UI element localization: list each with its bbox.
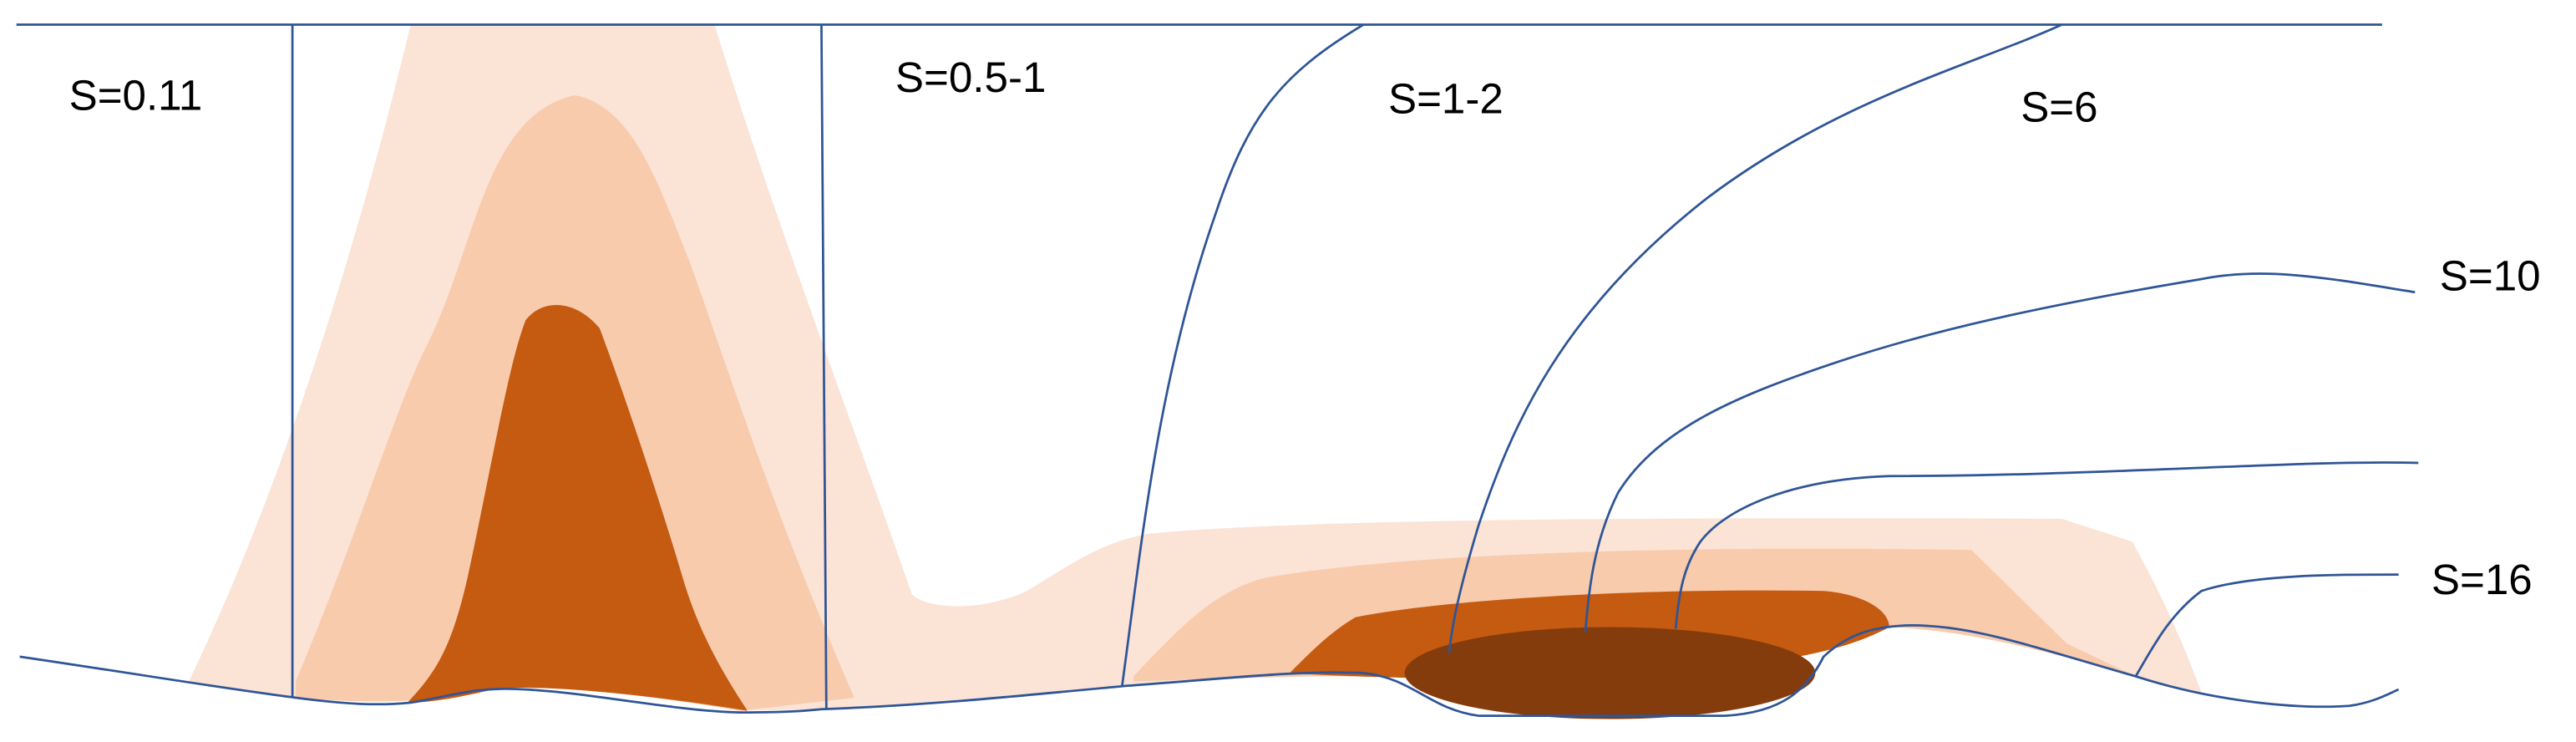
vertical-line bbox=[820, 24, 828, 709]
zone-label: S=0.11 bbox=[69, 72, 203, 119]
contour-line bbox=[1584, 272, 2416, 633]
zone-label: S=0.5-1 bbox=[895, 53, 1046, 101]
contour-line bbox=[1448, 23, 2062, 654]
contour-line bbox=[2134, 573, 2399, 678]
dark-plume bbox=[407, 305, 748, 711]
zone-label: S=16 bbox=[2431, 556, 2533, 603]
ground-line bbox=[19, 624, 2400, 717]
core-lens bbox=[1404, 627, 1816, 719]
zone-label: S=10 bbox=[2440, 252, 2541, 300]
contour-line bbox=[1674, 461, 2419, 629]
zone-label: S=1-2 bbox=[1388, 75, 1504, 123]
contour-line bbox=[1120, 23, 1365, 687]
zone-label: S=6 bbox=[2021, 83, 2097, 130]
